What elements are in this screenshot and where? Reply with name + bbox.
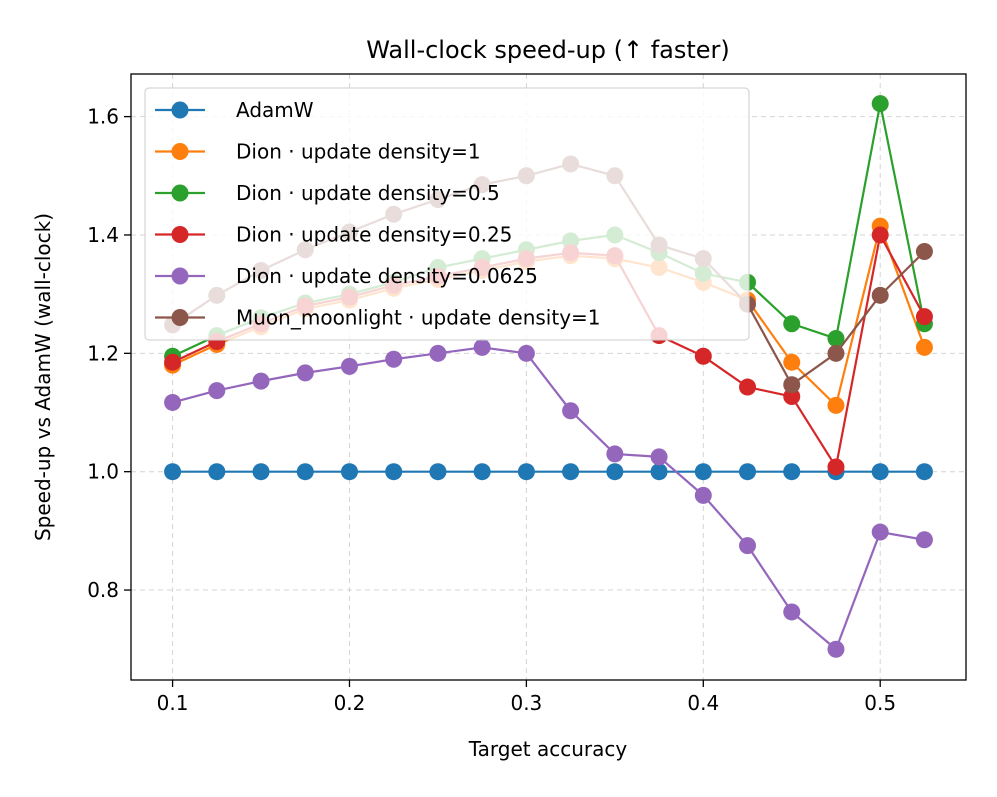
data-point: [827, 458, 845, 476]
data-point: [296, 463, 314, 481]
data-point: [252, 463, 270, 481]
data-point: [385, 463, 403, 481]
data-point: [562, 402, 580, 420]
data-point: [208, 382, 226, 400]
legend-label: Dion · update density=0.5: [236, 181, 500, 205]
data-point: [429, 344, 447, 362]
legend-entry: Dion · update density=0.5: [155, 181, 500, 205]
legend-marker: [171, 309, 189, 326]
data-point: [517, 344, 535, 362]
legend-entry: Dion · update density=0.25: [155, 223, 512, 247]
x-tick-label: 0.1: [157, 691, 189, 715]
legend-marker: [171, 267, 189, 285]
data-point: [429, 463, 447, 481]
data-point: [517, 463, 535, 481]
y-axis-label: Speed-up vs AdamW (wall-clock): [31, 213, 55, 541]
data-point: [650, 463, 668, 481]
data-point: [871, 95, 889, 113]
data-point: [827, 640, 845, 658]
data-point: [783, 603, 801, 621]
legend-marker: [171, 184, 189, 202]
legend-label: Dion · update density=0.0625: [236, 264, 538, 288]
legend-box: [144, 87, 750, 341]
data-point: [562, 463, 580, 481]
data-point: [783, 388, 801, 406]
data-point: [650, 448, 668, 466]
data-point: [915, 308, 933, 326]
legend-label: AdamW: [236, 98, 314, 122]
y-tick-label: 0.8: [87, 578, 119, 602]
data-point: [340, 357, 358, 375]
legend-marker: [171, 226, 189, 243]
legend-marker: [171, 101, 189, 119]
data-point: [783, 315, 801, 333]
y-tick-label: 1.6: [87, 105, 119, 129]
data-point: [871, 523, 889, 541]
x-tick-label: 0.3: [510, 691, 542, 715]
data-point: [783, 376, 801, 394]
legend-entry: AdamW: [155, 98, 314, 122]
data-point: [871, 226, 889, 244]
data-point: [164, 393, 182, 411]
data-point: [694, 347, 712, 365]
data-point: [739, 463, 757, 481]
axes-frame: [130, 73, 967, 681]
data-point: [827, 396, 845, 414]
data-point: [694, 463, 712, 481]
data-point: [694, 486, 712, 504]
x-axis-label: Target accuracy: [468, 737, 628, 761]
data-point: [827, 344, 845, 362]
data-point: [915, 463, 933, 481]
data-point: [871, 463, 889, 481]
legend-label: Dion · update density=1: [236, 140, 481, 164]
data-point: [208, 463, 226, 481]
legend-entry: Dion · update density=0.0625: [155, 264, 538, 288]
data-point: [340, 463, 358, 481]
legend-label: Dion · update density=0.25: [236, 223, 512, 247]
x-tick-label: 0.5: [864, 691, 896, 715]
series-4: [164, 338, 933, 658]
data-point: [164, 353, 182, 371]
legend-marker: [171, 143, 189, 160]
data-point: [606, 445, 624, 463]
axis-ticks: 0.1 0.2 0.3 0.4 0.5 0.8 1.0 1.2 1.4 1.6: [87, 105, 896, 715]
data-point: [871, 286, 889, 304]
data-point: [164, 463, 182, 481]
data-point: [473, 338, 491, 356]
data-point: [783, 353, 801, 371]
data-point: [739, 537, 757, 555]
y-tick-label: 1.0: [87, 460, 119, 484]
y-tick-label: 1.2: [87, 341, 119, 365]
data-point: [606, 463, 624, 481]
y-tick-label: 1.4: [87, 223, 119, 247]
x-tick-label: 0.4: [687, 691, 719, 715]
x-tick-label: 0.2: [334, 691, 366, 715]
legend-label: Muon_moonlight · update density=1: [236, 306, 601, 330]
data-point: [827, 330, 845, 348]
data-point: [915, 531, 933, 549]
legend-entry: Dion · update density=1: [155, 140, 481, 164]
data-point: [252, 372, 270, 390]
data-point: [915, 338, 933, 356]
legend-entry: Muon_moonlight · update density=1: [155, 306, 601, 330]
data-point: [296, 364, 314, 382]
data-point: [915, 243, 933, 261]
legend: AdamW Dion · update density=1 Dion · updat…: [144, 87, 750, 341]
data-point: [739, 378, 757, 396]
data-point: [385, 350, 403, 368]
chart-title: Wall-clock speed-up (↑ faster): [366, 36, 730, 64]
data-point: [473, 463, 491, 481]
data-point: [783, 463, 801, 481]
